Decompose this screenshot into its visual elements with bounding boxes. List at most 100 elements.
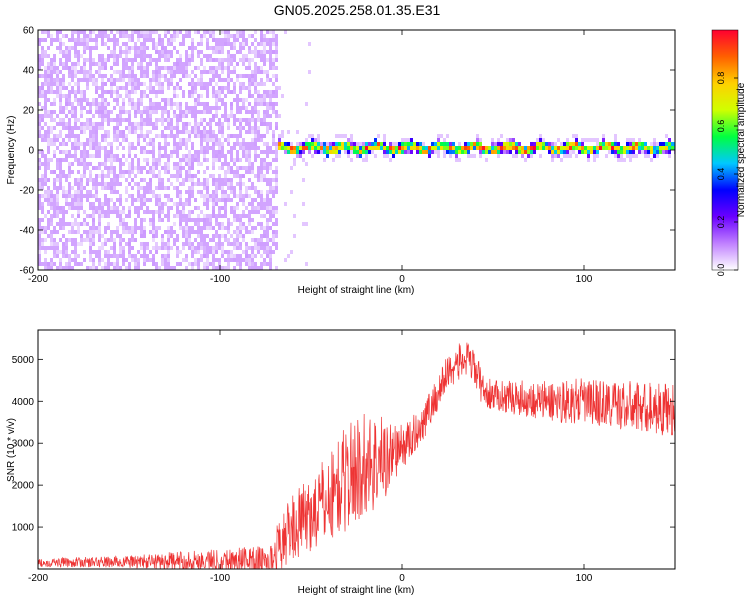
spectrogram-cell — [167, 178, 170, 182]
spectrogram-cell — [455, 150, 458, 154]
spectrogram-cell — [563, 154, 566, 158]
spectrogram-cell — [191, 46, 194, 50]
spectrogram-cell — [506, 146, 509, 150]
spectrogram-cell — [71, 38, 74, 42]
spectrogram-cell — [89, 242, 92, 246]
spectrogram-cell — [215, 246, 218, 250]
spectrogram-cell — [110, 166, 113, 170]
spectrogram-cell — [392, 142, 395, 146]
spectrogram-cell — [248, 62, 251, 66]
spectrogram-cell — [92, 146, 95, 150]
spectrogram-cell — [116, 230, 119, 234]
spectrogram-cell — [446, 134, 449, 138]
spectrogram-cell — [392, 146, 395, 150]
spectrogram-cell — [413, 142, 416, 146]
spectrogram-cell — [50, 198, 53, 202]
spectrogram-cell — [155, 226, 158, 230]
spectrogram-cell — [257, 54, 260, 58]
spectrogram-cell — [59, 134, 62, 138]
spectrogram-cell — [110, 238, 113, 242]
spectrogram-cell — [605, 146, 608, 150]
spectrogram-cell — [113, 78, 116, 82]
spectrogram-cell — [587, 158, 590, 162]
spectrogram-cell — [566, 150, 569, 154]
spectrogram-cell — [536, 138, 539, 142]
spectrogram-cell — [152, 102, 155, 106]
spectrogram-cell — [92, 130, 95, 134]
spectrogram-cell — [89, 58, 92, 62]
spectrogram-cell — [662, 142, 665, 146]
spectrogram-cell — [89, 174, 92, 178]
spectrogram-cell — [179, 86, 182, 90]
spectrogram-cell — [257, 66, 260, 70]
spectrogram-cell — [506, 150, 509, 154]
spectrogram-cell — [140, 62, 143, 66]
spectrogram-cell — [38, 234, 41, 238]
spectrogram-cell — [65, 202, 68, 206]
spectrogram-cell — [137, 166, 140, 170]
spectrogram-cell — [110, 66, 113, 70]
spectrogram-cell — [257, 70, 260, 74]
spectrogram-cell — [107, 214, 110, 218]
spectrogram-cell — [191, 266, 194, 270]
spectrogram-cell — [119, 266, 122, 270]
spectrogram-cell — [239, 242, 242, 246]
spectrogram-cell — [140, 226, 143, 230]
spectrogram-cell — [50, 74, 53, 78]
spectrogram-cell — [137, 138, 140, 142]
spectrogram-cell — [275, 154, 278, 158]
spectrogram-cell — [95, 198, 98, 202]
spectrogram-cell — [236, 74, 239, 78]
spectrogram-cell — [107, 238, 110, 242]
spectrogram-cell — [221, 46, 224, 50]
spectrogram-cell — [107, 166, 110, 170]
spectrogram-cell — [281, 130, 284, 134]
spectrogram-cell — [395, 142, 398, 146]
spectrogram-cell — [185, 70, 188, 74]
spectrogram-cell — [257, 114, 260, 118]
spectrogram-cell — [131, 34, 134, 38]
y-tick-label: 60 — [23, 26, 35, 37]
spectrogram-cell — [50, 38, 53, 42]
spectrogram-cell — [218, 206, 221, 210]
spectrogram-cell — [104, 82, 107, 86]
spectrogram-cell — [200, 230, 203, 234]
spectrogram-cell — [41, 238, 44, 242]
spectrogram-cell — [89, 34, 92, 38]
spectrogram-cell — [77, 142, 80, 146]
spectrogram-cell — [212, 182, 215, 186]
spectrogram-cell — [38, 230, 41, 234]
spectrogram-cell — [236, 218, 239, 222]
spectrogram-cell — [314, 138, 317, 142]
spectrogram-cell — [242, 74, 245, 78]
spectrogram-cell — [89, 30, 92, 34]
spectrogram-cell — [47, 78, 50, 82]
spectrogram-cell — [206, 234, 209, 238]
spectrogram-cell — [83, 30, 86, 34]
spectrogram-cell — [191, 230, 194, 234]
spectrogram-cell — [158, 50, 161, 54]
y-tick-label: 20 — [23, 106, 35, 117]
spectrogram-cell — [173, 138, 176, 142]
spectrogram-cell — [119, 222, 122, 226]
spectrogram-cell — [113, 154, 116, 158]
spectrogram-cell — [212, 174, 215, 178]
spectrogram-cell — [215, 234, 218, 238]
spectrogram-cell — [368, 150, 371, 154]
spectrogram-cell — [623, 146, 626, 150]
spectrogram-cell — [242, 222, 245, 226]
spectrogram-cell — [158, 226, 161, 230]
spectrogram-cell — [164, 194, 167, 198]
spectrogram-cell — [110, 262, 113, 266]
spectrogram-cell — [305, 222, 308, 226]
spectrogram-cell — [260, 246, 263, 250]
spectrogram-cell — [266, 242, 269, 246]
spectrogram-cell — [89, 50, 92, 54]
spectrogram-cell — [182, 62, 185, 66]
spectrogram-cell — [170, 126, 173, 130]
spectrogram-cell — [77, 30, 80, 34]
spectrogram-cell — [365, 142, 368, 146]
spectrogram-cell — [137, 250, 140, 254]
spectrogram-cell — [113, 98, 116, 102]
spectrogram-cell — [233, 238, 236, 242]
